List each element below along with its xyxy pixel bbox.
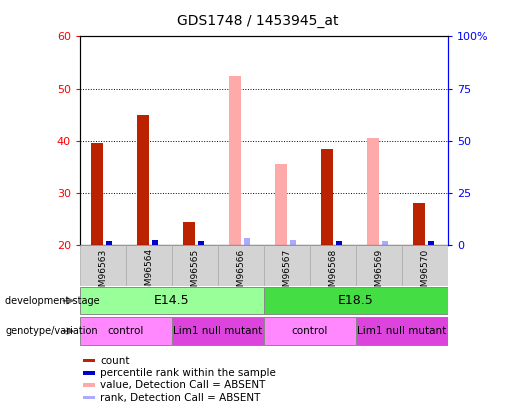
Bar	[172, 245, 218, 286]
Bar	[264, 318, 356, 345]
Bar	[428, 241, 434, 245]
Bar	[183, 222, 195, 245]
Text: value, Detection Call = ABSENT: value, Detection Call = ABSENT	[100, 380, 266, 390]
Text: percentile rank within the sample: percentile rank within the sample	[100, 368, 276, 378]
Text: Lim1 null mutant: Lim1 null mutant	[357, 326, 447, 336]
Text: Lim1 null mutant: Lim1 null mutant	[173, 326, 263, 336]
Bar	[83, 384, 95, 387]
Bar	[152, 240, 158, 245]
Bar	[83, 359, 95, 362]
Bar	[91, 143, 102, 245]
Bar	[106, 241, 112, 245]
Bar	[290, 240, 296, 245]
Bar	[244, 238, 250, 245]
Bar	[414, 203, 425, 245]
Text: GSM96564: GSM96564	[144, 248, 153, 297]
Text: GSM96569: GSM96569	[374, 248, 384, 298]
Bar	[356, 245, 402, 286]
Text: development stage: development stage	[5, 296, 100, 306]
Bar	[321, 149, 333, 245]
Text: GDS1748 / 1453945_at: GDS1748 / 1453945_at	[177, 14, 338, 28]
Bar	[356, 318, 448, 345]
Text: count: count	[100, 356, 130, 366]
Bar	[126, 245, 172, 286]
Text: genotype/variation: genotype/variation	[5, 326, 98, 336]
Bar	[218, 245, 264, 286]
Bar	[80, 287, 264, 314]
Text: GSM96563: GSM96563	[98, 248, 107, 298]
Bar	[382, 241, 388, 245]
Bar	[83, 371, 95, 375]
Bar	[402, 245, 448, 286]
Bar	[275, 164, 287, 245]
Bar	[198, 241, 204, 245]
Bar	[172, 318, 264, 345]
Bar	[336, 241, 342, 245]
Text: rank, Detection Call = ABSENT: rank, Detection Call = ABSENT	[100, 393, 261, 403]
Bar	[264, 245, 310, 286]
Bar	[310, 245, 356, 286]
Bar	[137, 115, 149, 245]
Text: GSM96565: GSM96565	[191, 248, 199, 298]
Text: control: control	[108, 326, 144, 336]
Text: E18.5: E18.5	[338, 294, 374, 307]
Bar	[367, 138, 379, 245]
Bar	[80, 318, 172, 345]
Text: E14.5: E14.5	[154, 294, 190, 307]
Text: GSM96570: GSM96570	[421, 248, 430, 298]
Bar	[83, 396, 95, 399]
Bar	[229, 76, 241, 245]
Text: GSM96567: GSM96567	[282, 248, 291, 298]
Text: GSM96568: GSM96568	[329, 248, 337, 298]
Bar	[80, 245, 126, 286]
Text: GSM96566: GSM96566	[236, 248, 246, 298]
Bar	[264, 287, 448, 314]
Text: control: control	[292, 326, 328, 336]
